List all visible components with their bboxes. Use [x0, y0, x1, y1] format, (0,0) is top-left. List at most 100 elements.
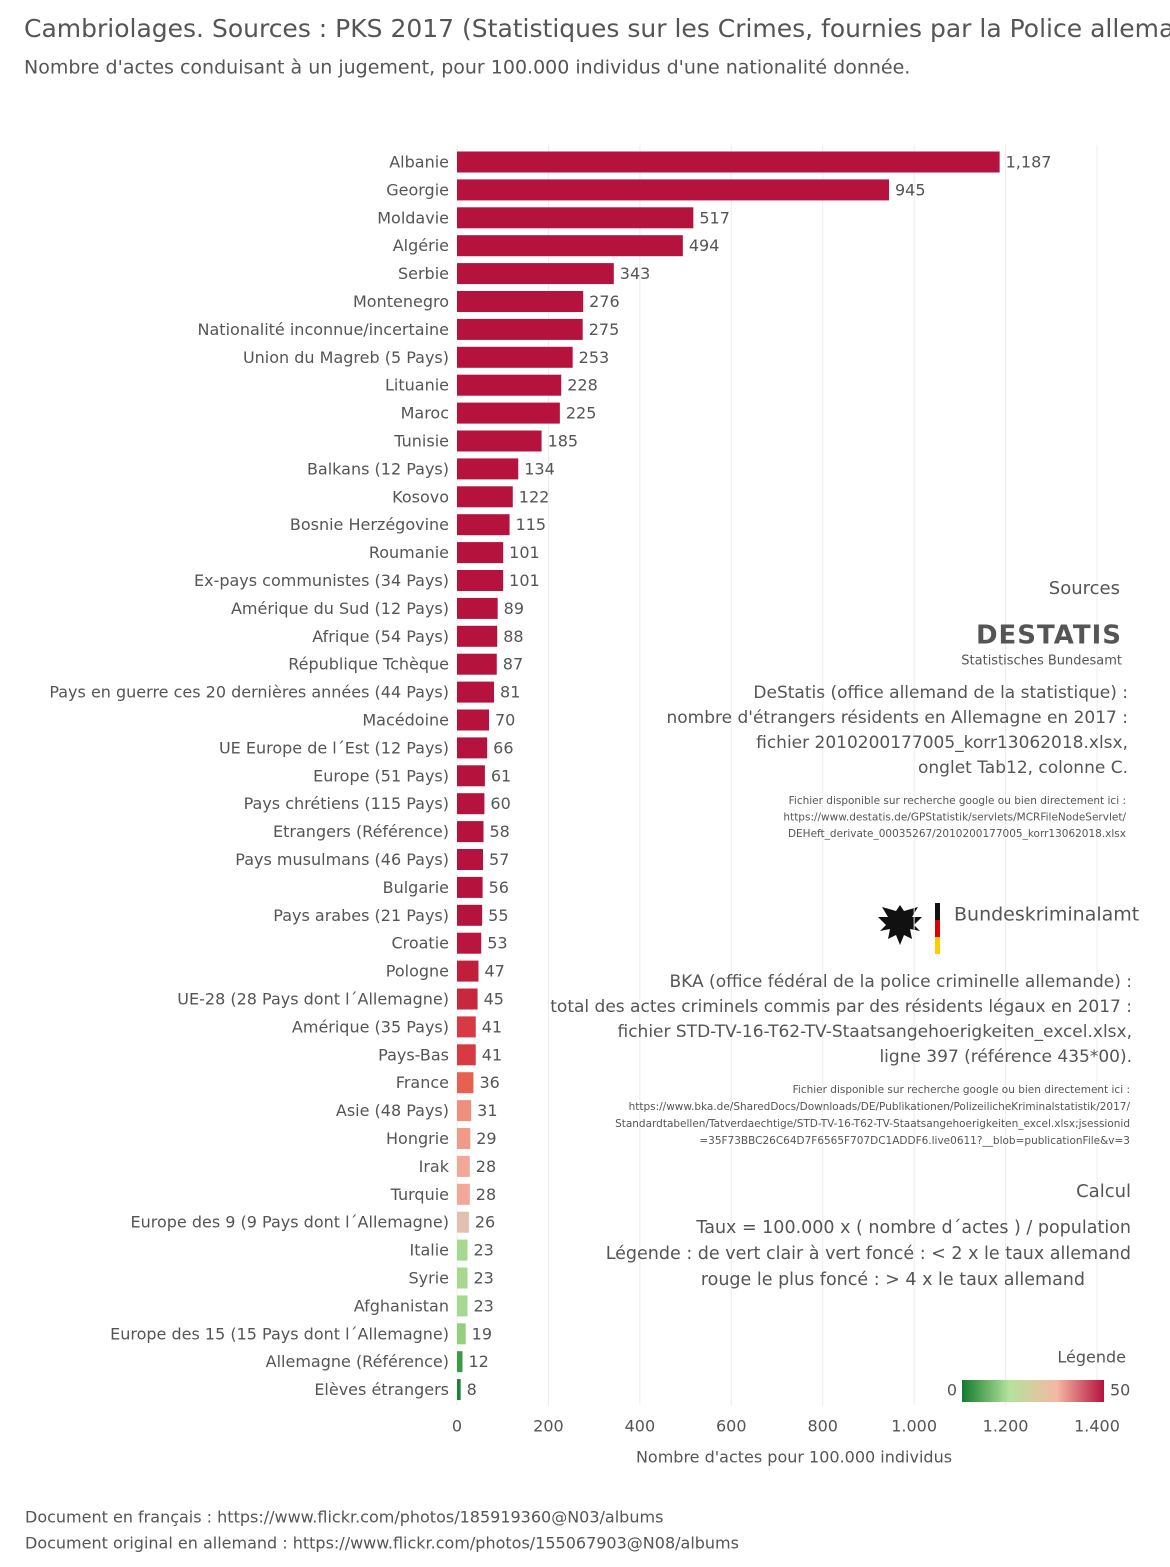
source-link: DEHeft_derivate_00035267/2010200177005_k… [788, 828, 1126, 840]
value-label: 41 [482, 1017, 502, 1036]
bar [457, 932, 482, 954]
category-label: Pays en guerre ces 20 dernières années (… [49, 683, 449, 702]
source-link: Fichier disponible sur recherche google … [789, 795, 1126, 807]
legend-max: 50 [1110, 1381, 1130, 1400]
bar [457, 235, 683, 257]
value-label: 41 [482, 1045, 502, 1064]
value-label: 343 [620, 264, 651, 283]
bar [457, 179, 889, 201]
bar [457, 1351, 463, 1373]
category-label: Etrangers (Référence) [273, 822, 449, 841]
bar [457, 1183, 470, 1205]
category-label: Hongrie [386, 1129, 449, 1148]
bar [457, 1100, 472, 1122]
bar [457, 346, 573, 368]
category-label: UE Europe de l´Est (12 Pays) [219, 738, 449, 757]
category-label: Irak [419, 1157, 450, 1176]
value-label: 81 [500, 683, 520, 702]
source-link: Fichier disponible sur recherche google … [793, 1084, 1130, 1096]
value-label: 70 [495, 711, 515, 730]
bar [457, 486, 513, 508]
x-axis-title: Nombre d'actes pour 100.000 individus [636, 1448, 952, 1467]
value-label: 56 [489, 878, 509, 897]
category-label: Croatie [391, 934, 449, 953]
category-label: Afghanistan [354, 1296, 449, 1315]
bar [457, 904, 483, 926]
calc-text: rouge le plus foncé : > 4 x le taux alle… [701, 1270, 1085, 1290]
value-label: 228 [567, 376, 598, 395]
bar [457, 709, 489, 731]
value-label: 45 [484, 990, 504, 1009]
value-label: 28 [476, 1185, 496, 1204]
category-label: Montenegro [353, 292, 449, 311]
source-link: https://www.destatis.de/GPStatistik/serv… [783, 812, 1126, 824]
legend-title: Légende [1057, 1348, 1126, 1367]
category-label: UE-28 (28 Pays dont l´Allemagne) [177, 990, 449, 1009]
category-label: Kosovo [392, 487, 449, 506]
category-label: Algérie [393, 236, 449, 255]
category-label: Serbie [398, 264, 449, 283]
value-label: 60 [490, 794, 510, 813]
source-text: fichier 2010200177005_korr13062018.xlsx, [756, 733, 1128, 753]
value-label: 88 [503, 627, 523, 646]
category-label: Pays musulmans (46 Pays) [235, 850, 449, 869]
destatis-logo: DESTATIS [976, 621, 1122, 651]
category-label: Maroc [401, 404, 449, 423]
value-label: 61 [491, 766, 511, 785]
x-tick-label: 800 [807, 1417, 838, 1436]
category-label: Nationalité inconnue/incertaine [198, 320, 449, 339]
category-label: Europe des 15 (15 Pays dont l´Allemagne) [110, 1324, 449, 1343]
bar [457, 291, 584, 312]
bar [457, 514, 510, 536]
source-text: ligne 397 (référence 435*00). [879, 1047, 1132, 1067]
bar [457, 821, 484, 843]
source-text: BKA (office fédéral de la police crimine… [670, 972, 1132, 992]
category-label: Macédoine [362, 711, 449, 730]
value-label: 945 [895, 180, 926, 199]
bar [457, 876, 483, 898]
x-tick-label: 400 [625, 1417, 656, 1436]
bar [457, 681, 495, 703]
bar [457, 1295, 468, 1317]
category-label: Union du Magreb (5 Pays) [243, 348, 449, 367]
value-label: 517 [699, 208, 730, 227]
value-label: 66 [493, 738, 513, 757]
bar [457, 1016, 476, 1038]
bar [457, 1239, 468, 1261]
category-label: Roumanie [369, 543, 449, 562]
value-label: 12 [468, 1352, 488, 1371]
bar [457, 1072, 474, 1094]
legend-min: 0 [947, 1381, 957, 1400]
calc-heading: Calcul [1076, 1181, 1131, 1202]
bar [457, 1323, 466, 1345]
bar [457, 207, 694, 229]
bar [457, 653, 497, 675]
value-label: 58 [490, 822, 510, 841]
bar [457, 1211, 469, 1233]
value-label: 275 [589, 320, 620, 339]
bar [457, 542, 504, 564]
bar [457, 151, 1000, 173]
source-text: onglet Tab12, colonne C. [918, 758, 1128, 778]
source-text: DeStatis (office allemand de la statisti… [753, 683, 1128, 703]
bar [457, 625, 498, 647]
value-label: 31 [477, 1101, 497, 1120]
value-label: 57 [489, 850, 509, 869]
x-tick-label: 200 [533, 1417, 564, 1436]
value-label: 28 [476, 1157, 496, 1176]
value-label: 87 [503, 655, 523, 674]
calc-text: Légende : de vert clair à vert foncé : <… [606, 1244, 1131, 1264]
legend-gradient [962, 1380, 1104, 1402]
category-label: Bosnie Herzégovine [290, 515, 449, 534]
category-label: Moldavie [377, 208, 449, 227]
category-label: Pays-Bas [378, 1045, 449, 1064]
bar [457, 793, 485, 815]
chart-title: Cambriolages. Sources : PKS 2017 (Statis… [24, 14, 1170, 43]
category-label: République Tchèque [288, 655, 449, 674]
value-label: 1,187 [1006, 153, 1052, 172]
category-label: Afrique (54 Pays) [312, 627, 449, 646]
value-label: 36 [479, 1073, 499, 1092]
value-label: 29 [476, 1129, 496, 1148]
bar [457, 765, 485, 787]
